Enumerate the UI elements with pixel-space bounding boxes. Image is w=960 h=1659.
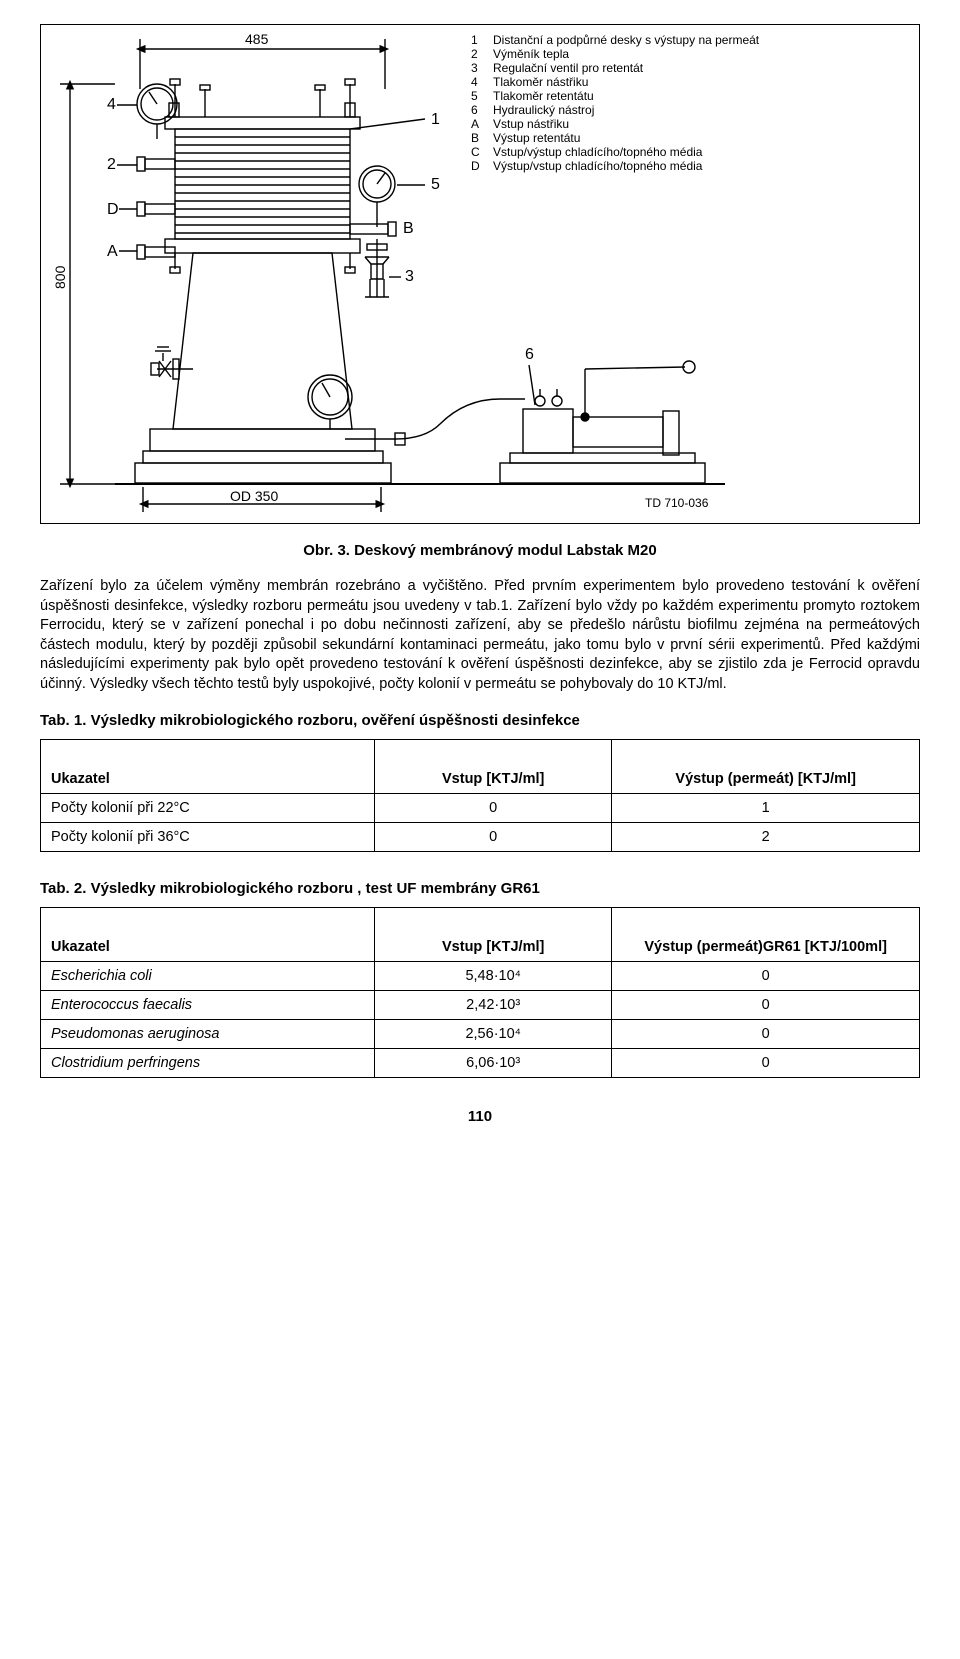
legend-label: Výměník tepla [493, 47, 569, 61]
table-row: Pseudomonas aeruginosa2,56·10⁴0 [41, 1020, 920, 1049]
table-row: Enterococcus faecalis2,42·10³0 [41, 991, 920, 1020]
figure-caption: Obr. 3. Deskový membránový modul Labstak… [40, 542, 920, 559]
legend-label: Výstup retentátu [493, 131, 580, 145]
legend-row: 2Výměník tepla [471, 47, 891, 61]
legend-key: 1 [471, 33, 493, 47]
legend-key: 5 [471, 89, 493, 103]
technical-diagram: 485 800 4 1 2 [40, 24, 920, 524]
row-input: 2,56·10⁴ [375, 1020, 612, 1049]
legend-label: Tlakoměr nástřiku [493, 75, 588, 89]
row-label: Enterococcus faecalis [41, 991, 375, 1020]
legend-row: 4Tlakoměr nástřiku [471, 75, 891, 89]
callout-4: 4 [107, 96, 116, 113]
row-output: 0 [612, 991, 920, 1020]
t2-h2: Výstup (permeát)GR61 [KTJ/100ml] [612, 908, 920, 962]
row-output: 2 [612, 823, 920, 852]
row-input: 0 [375, 823, 612, 852]
row-output: 0 [612, 1049, 920, 1078]
t1-h1: Vstup [KTJ/ml] [375, 740, 612, 794]
diagram-legend: 1Distanční a podpůrné desky s výstupy na… [471, 33, 891, 173]
table-row: Počty kolonií při 36°C02 [41, 823, 920, 852]
callout-1: 1 [431, 111, 440, 128]
legend-label: Hydraulický nástroj [493, 103, 594, 117]
t2-h0: Ukazatel [41, 908, 375, 962]
row-label: Počty kolonií při 22°C [41, 794, 375, 823]
callout-B: B [403, 220, 414, 237]
row-input: 5,48·10⁴ [375, 962, 612, 991]
legend-label: Tlakoměr retentátu [493, 89, 594, 103]
legend-row: BVýstup retentátu [471, 131, 891, 145]
legend-key: 4 [471, 75, 493, 89]
row-input: 6,06·10³ [375, 1049, 612, 1078]
row-label: Počty kolonií při 36°C [41, 823, 375, 852]
legend-key: 3 [471, 61, 493, 75]
legend-label: Výstup/vstup chladícího/topného média [493, 159, 702, 173]
legend-row: 6Hydraulický nástroj [471, 103, 891, 117]
legend-row: 5Tlakoměr retentátu [471, 89, 891, 103]
page-number: 110 [40, 1108, 920, 1125]
legend-key: B [471, 131, 493, 145]
legend-row: DVýstup/vstup chladícího/topného média [471, 159, 891, 173]
legend-label: Vstup/výstup chladícího/topného média [493, 145, 702, 159]
callout-5: 5 [431, 176, 440, 193]
t2-h1: Vstup [KTJ/ml] [375, 908, 612, 962]
legend-row: AVstup nástřiku [471, 117, 891, 131]
row-label: Escherichia coli [41, 962, 375, 991]
drawing-number: TD 710-036 [645, 496, 709, 510]
row-input: 2,42·10³ [375, 991, 612, 1020]
legend-key: A [471, 117, 493, 131]
legend-label: Distanční a podpůrné desky s výstupy na … [493, 33, 759, 47]
legend-row: CVstup/výstup chladícího/topného média [471, 145, 891, 159]
callout-2: 2 [107, 156, 116, 173]
callout-6: 6 [525, 346, 534, 363]
legend-key: 6 [471, 103, 493, 117]
dim-left: 800 [52, 265, 68, 289]
legend-key: C [471, 145, 493, 159]
callout-D: D [107, 201, 119, 218]
body-paragraph: Zařízení bylo za účelem výměny membrán r… [40, 577, 920, 694]
table-row: Escherichia coli5,48·10⁴0 [41, 962, 920, 991]
legend-label: Regulační ventil pro retentát [493, 61, 643, 75]
legend-row: 3Regulační ventil pro retentát [471, 61, 891, 75]
row-label: Pseudomonas aeruginosa [41, 1020, 375, 1049]
table-row: Clostridium perfringens6,06·10³0 [41, 1049, 920, 1078]
t1-h2: Výstup (permeát) [KTJ/ml] [612, 740, 920, 794]
row-label: Clostridium perfringens [41, 1049, 375, 1078]
row-output: 0 [612, 962, 920, 991]
dim-bottom: OD 350 [230, 488, 278, 504]
t1-h0: Ukazatel [41, 740, 375, 794]
legend-key: D [471, 159, 493, 173]
dim-top: 485 [245, 31, 269, 47]
table-row: Počty kolonií při 22°C01 [41, 794, 920, 823]
row-output: 1 [612, 794, 920, 823]
row-output: 0 [612, 1020, 920, 1049]
row-input: 0 [375, 794, 612, 823]
table1: Ukazatel Vstup [KTJ/ml] Výstup (permeát)… [40, 739, 920, 852]
callout-A: A [107, 243, 118, 260]
table2-title: Tab. 2. Výsledky mikrobiologického rozbo… [40, 880, 920, 897]
callout-3: 3 [405, 268, 414, 285]
table2: Ukazatel Vstup [KTJ/ml] Výstup (permeát)… [40, 907, 920, 1078]
legend-label: Vstup nástřiku [493, 117, 569, 131]
legend-row: 1Distanční a podpůrné desky s výstupy na… [471, 33, 891, 47]
legend-key: 2 [471, 47, 493, 61]
table1-title: Tab. 1. Výsledky mikrobiologického rozbo… [40, 712, 920, 729]
